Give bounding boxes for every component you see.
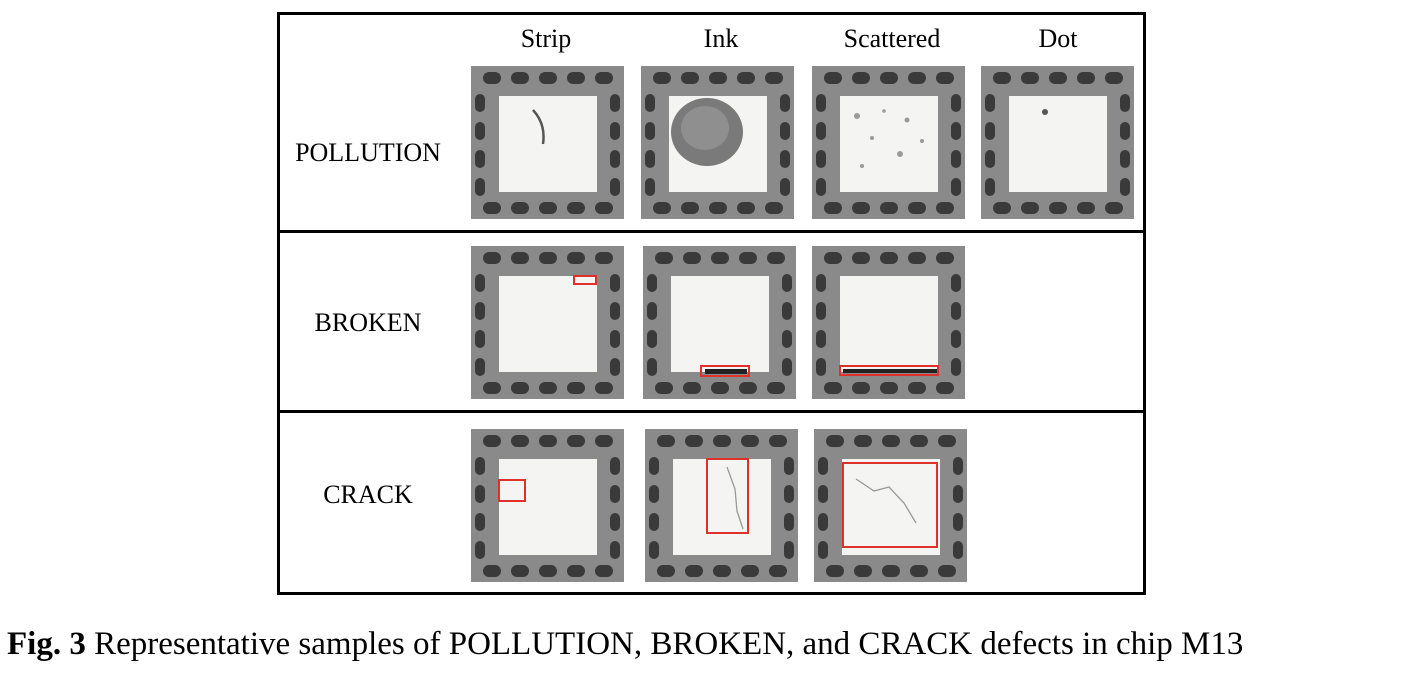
sample-broken-strip <box>471 246 624 399</box>
row-label-crack: CRACK <box>323 480 413 509</box>
caption-label: Fig. 3 <box>7 626 86 662</box>
sample-pollution-scattered <box>812 66 965 219</box>
figure-frame <box>277 12 1146 595</box>
column-header-dot: Dot <box>1038 24 1078 53</box>
column-header-scattered: Scattered <box>843 24 941 53</box>
row-label-broken: BROKEN <box>314 308 422 337</box>
sample-crack-scattered <box>814 429 967 582</box>
sample-pollution-dot <box>981 66 1134 219</box>
row-divider <box>277 230 1146 233</box>
sample-crack-strip <box>471 429 624 582</box>
caption-text: Representative samples of POLLUTION, BRO… <box>85 626 1244 662</box>
sample-crack-ink <box>645 429 798 582</box>
row-divider <box>277 410 1146 413</box>
sample-pollution-strip <box>471 66 624 219</box>
sample-pollution-ink <box>641 66 794 219</box>
column-header-ink: Ink <box>703 24 739 53</box>
column-header-strip: Strip <box>520 24 572 53</box>
figure-caption: Fig. 3 Representative samples of POLLUTI… <box>7 626 1417 663</box>
row-label-pollution: POLLUTION <box>295 138 441 167</box>
sample-broken-ink <box>643 246 796 399</box>
sample-broken-scattered <box>812 246 965 399</box>
